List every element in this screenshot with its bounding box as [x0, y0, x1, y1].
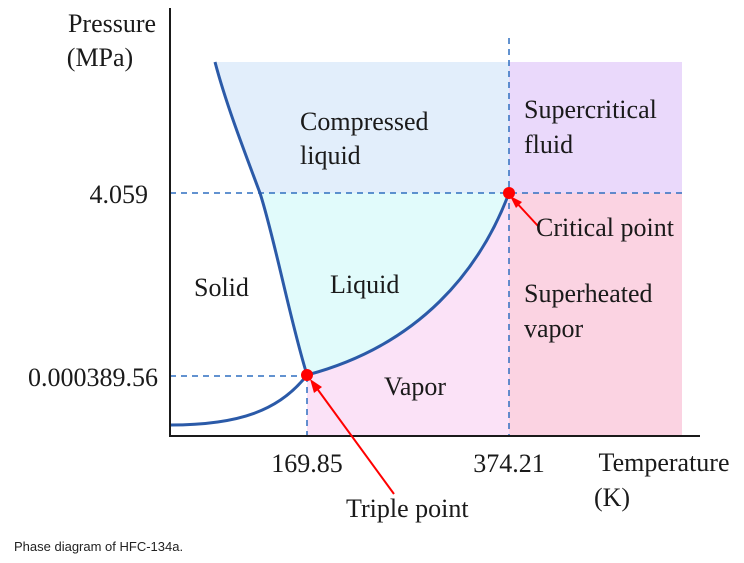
compressed-liquid-label-line1: Compressed	[300, 107, 429, 136]
supercritical-region	[509, 62, 682, 193]
y-tick-triple-pressure: 0.000389.56	[28, 363, 158, 392]
compressed-liquid-region	[215, 62, 509, 193]
vapor-region	[307, 193, 509, 436]
supercritical-fluid-label-line2: fluid	[524, 130, 573, 159]
x-tick-triple-temperature: 169.85	[271, 449, 343, 478]
sublimation-curve	[169, 374, 309, 427]
x-axis-title-line2: (K)	[594, 483, 630, 512]
compressed-liquid-label-line2: liquid	[300, 141, 361, 170]
fusion-curve	[213, 61, 309, 376]
supercritical-fluid-label-line1: Supercritical	[524, 95, 657, 124]
x-axis-title-line1: Temperature	[599, 448, 730, 477]
solid-label: Solid	[194, 273, 249, 302]
figure-caption: Phase diagram of HFC-134a.	[14, 539, 184, 554]
triple-point-label: Triple point	[346, 494, 469, 523]
vaporization-curve	[306, 192, 511, 377]
superheated-vapor-region	[509, 193, 682, 436]
triple-point-marker	[301, 369, 313, 381]
y-axis-title-line1: Pressure	[68, 9, 156, 38]
triple-point-arrow	[312, 382, 395, 495]
triple-point-arrowhead	[310, 379, 322, 393]
liquid-region	[260, 193, 509, 375]
critical-point-label: Critical point	[536, 213, 675, 242]
liquid-label: Liquid	[330, 270, 399, 299]
x-tick-critical-temperature: 374.21	[473, 449, 545, 478]
y-axis-title-line2: (MPa)	[67, 43, 133, 72]
vapor-label: Vapor	[384, 372, 446, 401]
y-tick-critical-pressure: 4.059	[90, 180, 149, 209]
critical-point-arrowhead	[510, 196, 522, 208]
critical-point-marker	[503, 187, 515, 199]
superheated-vapor-label-line2: vapor	[524, 314, 584, 343]
superheated-vapor-label-line1: Superheated	[524, 279, 653, 308]
